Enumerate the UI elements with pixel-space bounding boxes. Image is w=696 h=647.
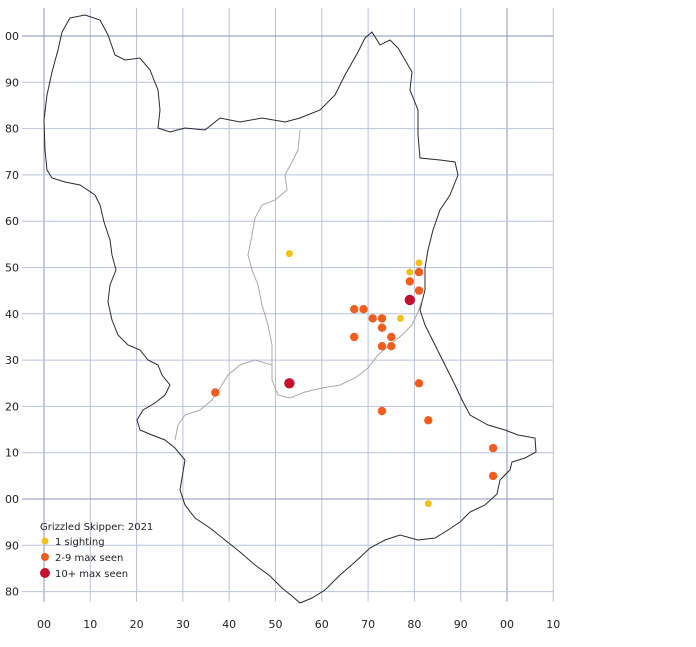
sighting-2-9-marker <box>414 286 424 295</box>
y-tick-label: 90 <box>5 539 19 552</box>
sighting-1-marker <box>397 314 404 322</box>
y-tick-label: 40 <box>5 308 19 321</box>
y-tick-label: 00 <box>5 493 19 506</box>
y-tick-label: 20 <box>5 400 19 413</box>
sighting-2-9-marker <box>350 305 359 314</box>
sighting-2-9-marker <box>387 342 396 351</box>
x-tick-label: 30 <box>176 618 190 631</box>
sighting-1-marker <box>406 268 414 276</box>
sighting-10-plus-marker <box>284 378 295 389</box>
sighting-2-9-marker <box>377 323 387 332</box>
sighting-2-9-marker <box>359 305 368 314</box>
y-tick-labels: 00 90 80 70 60 50 40 30 20 10 00 90 80 <box>5 30 19 599</box>
sighting-2-9-marker <box>368 314 377 323</box>
y-tick-label: 90 <box>5 76 19 89</box>
legend-marker-2-9-max-seen <box>41 553 49 561</box>
legend-title: Grizzled Skipper: 2021 <box>40 522 153 533</box>
legend-label-10-plus-max-seen: 10+ max seen <box>55 569 128 580</box>
sighting-2-9-marker <box>377 314 387 323</box>
x-tick-label: 90 <box>454 618 468 631</box>
y-tick-label: 80 <box>5 123 19 136</box>
sighting-1-marker <box>285 250 293 258</box>
x-tick-labels: 00 10 20 30 40 50 60 70 80 90 00 10 <box>37 618 560 631</box>
x-tick-label: 20 <box>130 618 144 631</box>
x-tick-label: 40 <box>222 618 236 631</box>
sighting-2-9-marker <box>414 267 424 277</box>
legend-marker-1-sighting <box>41 537 49 545</box>
legend-marker-10-plus-max-seen <box>40 568 50 578</box>
x-tick-label: 50 <box>269 618 283 631</box>
y-tick-label: 60 <box>5 215 19 228</box>
sighting-2-9-marker <box>350 332 359 342</box>
grid-lines <box>22 8 554 602</box>
legend: Grizzled Skipper: 2021 1 sighting 2-9 ma… <box>40 522 153 580</box>
x-tick-label: 00 <box>500 618 514 631</box>
y-tick-label: 70 <box>5 169 19 182</box>
x-tick-label: 80 <box>407 618 421 631</box>
sighting-2-9-marker <box>387 332 396 342</box>
legend-label-2-9-max-seen: 2-9 max seen <box>55 553 123 564</box>
sighting-1-marker <box>415 259 423 267</box>
x-tick-label: 10 <box>83 618 97 631</box>
sighting-1-marker <box>424 500 432 508</box>
x-tick-label: 00 <box>37 618 51 631</box>
sighting-2-9-marker <box>377 406 387 416</box>
sighting-2-9-marker <box>414 379 424 388</box>
sighting-2-9-marker <box>488 443 498 453</box>
sighting-10-plus-marker <box>404 294 415 306</box>
y-tick-label: 10 <box>5 447 19 460</box>
y-tick-label: 80 <box>5 586 19 599</box>
sightings-layer <box>211 250 498 508</box>
sighting-2-9-marker <box>377 342 387 351</box>
sighting-2-9-marker <box>488 471 498 481</box>
y-tick-label: 50 <box>5 262 19 275</box>
y-tick-label: 30 <box>5 354 19 367</box>
x-tick-label: 60 <box>315 618 329 631</box>
sighting-2-9-marker <box>424 416 433 425</box>
sighting-2-9-marker <box>405 277 414 286</box>
county-outline <box>43 14 537 604</box>
x-tick-label: 70 <box>361 618 375 631</box>
x-tick-label: 10 <box>546 618 560 631</box>
sighting-2-9-marker <box>211 388 220 397</box>
legend-label-1-sighting: 1 sighting <box>55 537 105 548</box>
y-tick-label: 00 <box>5 30 19 43</box>
